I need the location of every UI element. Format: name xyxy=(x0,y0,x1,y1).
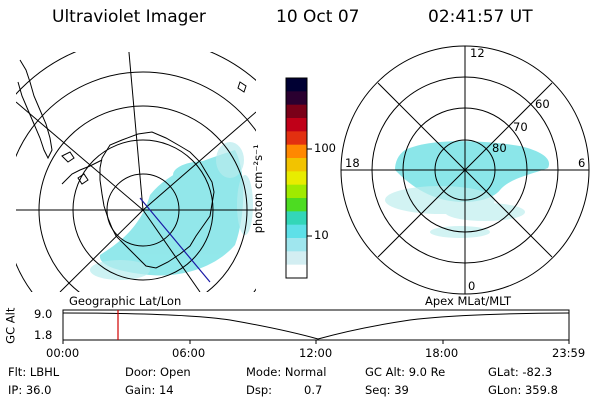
island-coastline-1 xyxy=(61,151,75,163)
colorbar-swatch xyxy=(286,104,307,119)
geographic-map xyxy=(16,52,256,292)
filter-status: Flt: LBHL xyxy=(8,365,60,379)
colorbar-swatch xyxy=(286,118,307,132)
sequence-status: Seq: 39 xyxy=(365,383,409,397)
colorbar-swatch xyxy=(286,224,307,239)
observation-time: 02:41:57 UT xyxy=(428,7,533,27)
magnetic-map-label: Apex MLat/MLT xyxy=(425,294,512,308)
colorbar-swatch xyxy=(286,144,307,159)
colorbar-swatch xyxy=(286,171,307,186)
colorbar-swatch xyxy=(286,264,307,279)
satellite-track xyxy=(139,197,211,283)
instrument-title: Ultraviolet Imager xyxy=(52,7,206,27)
colorbar-swatch xyxy=(286,158,307,172)
altitude-x-tick-2: 12:00 xyxy=(299,346,333,360)
altitude-x-tick-4: 23:59 xyxy=(552,346,586,360)
door-status: Door: Open xyxy=(125,365,191,379)
geographic-map-label: Geographic Lat/Lon xyxy=(69,294,182,308)
island-coastline-2 xyxy=(77,173,89,185)
altitude-x-tick-1: 06:00 xyxy=(172,346,206,360)
observation-date: 10 Oct 07 xyxy=(276,7,360,27)
mode-status: Mode: Normal xyxy=(246,365,327,379)
colorbar-swatches xyxy=(286,78,307,279)
colorbar-swatch xyxy=(286,251,307,266)
mlat-label-70: 70 xyxy=(513,120,528,134)
mlt-label-12: 12 xyxy=(470,46,485,60)
mlat-label-80: 80 xyxy=(492,141,507,155)
south-america-coastline xyxy=(17,59,53,160)
magnetic-graticule xyxy=(340,45,590,295)
island-coastline-3 xyxy=(237,81,247,93)
colorbar-swatch xyxy=(286,198,307,212)
altitude-x-ticks xyxy=(62,340,570,344)
dsp-label: Dsp: xyxy=(246,383,273,397)
altitude-y-bottom: 1.8 xyxy=(34,328,53,342)
colorbar-unit-label: photon cm⁻²s⁻¹ xyxy=(250,144,265,234)
mlt-label-18: 18 xyxy=(345,156,360,170)
colorbar-frame xyxy=(285,77,308,279)
geographic-latitude-status: GLat: -82.3 xyxy=(488,365,553,379)
altitude-x-tick-3: 18:00 xyxy=(425,346,459,360)
aurora-speckle-magnetic xyxy=(385,186,525,238)
altitude-plot xyxy=(62,309,570,344)
colorbar-swatch xyxy=(286,238,307,252)
gain-status: Gain: 14 xyxy=(125,383,174,397)
colorbar-swatch xyxy=(286,184,307,199)
colorbar xyxy=(285,77,312,279)
colorbar-tick-100: 100 xyxy=(314,141,336,155)
antarctic-peninsula-coastline xyxy=(61,159,103,185)
geographic-longitude-status: GLon: 359.8 xyxy=(488,383,558,397)
aurora-speckle-geographic xyxy=(90,142,253,280)
mlat-label-60: 60 xyxy=(535,97,550,111)
mlt-label-0: 0 xyxy=(468,279,476,293)
colorbar-swatch xyxy=(286,91,307,106)
altitude-x-tick-0: 00:00 xyxy=(46,346,80,360)
ip-status: IP: 36.0 xyxy=(8,383,52,397)
mlt-label-6: 6 xyxy=(578,156,586,170)
dsp-value: 0.7 xyxy=(304,383,323,397)
colorbar-swatch xyxy=(286,131,307,146)
altitude-curve xyxy=(62,312,570,340)
colorbar-swatch xyxy=(286,211,307,226)
gc-altitude-status: GC Alt: 9.0 Re xyxy=(365,365,446,379)
colorbar-swatch xyxy=(286,78,307,92)
magnetic-map xyxy=(340,45,590,295)
altitude-y-label: GC Alt xyxy=(3,307,18,344)
altitude-y-top: 9.0 xyxy=(34,307,53,321)
geographic-graticule xyxy=(16,52,256,292)
colorbar-tick-10: 10 xyxy=(314,228,329,242)
